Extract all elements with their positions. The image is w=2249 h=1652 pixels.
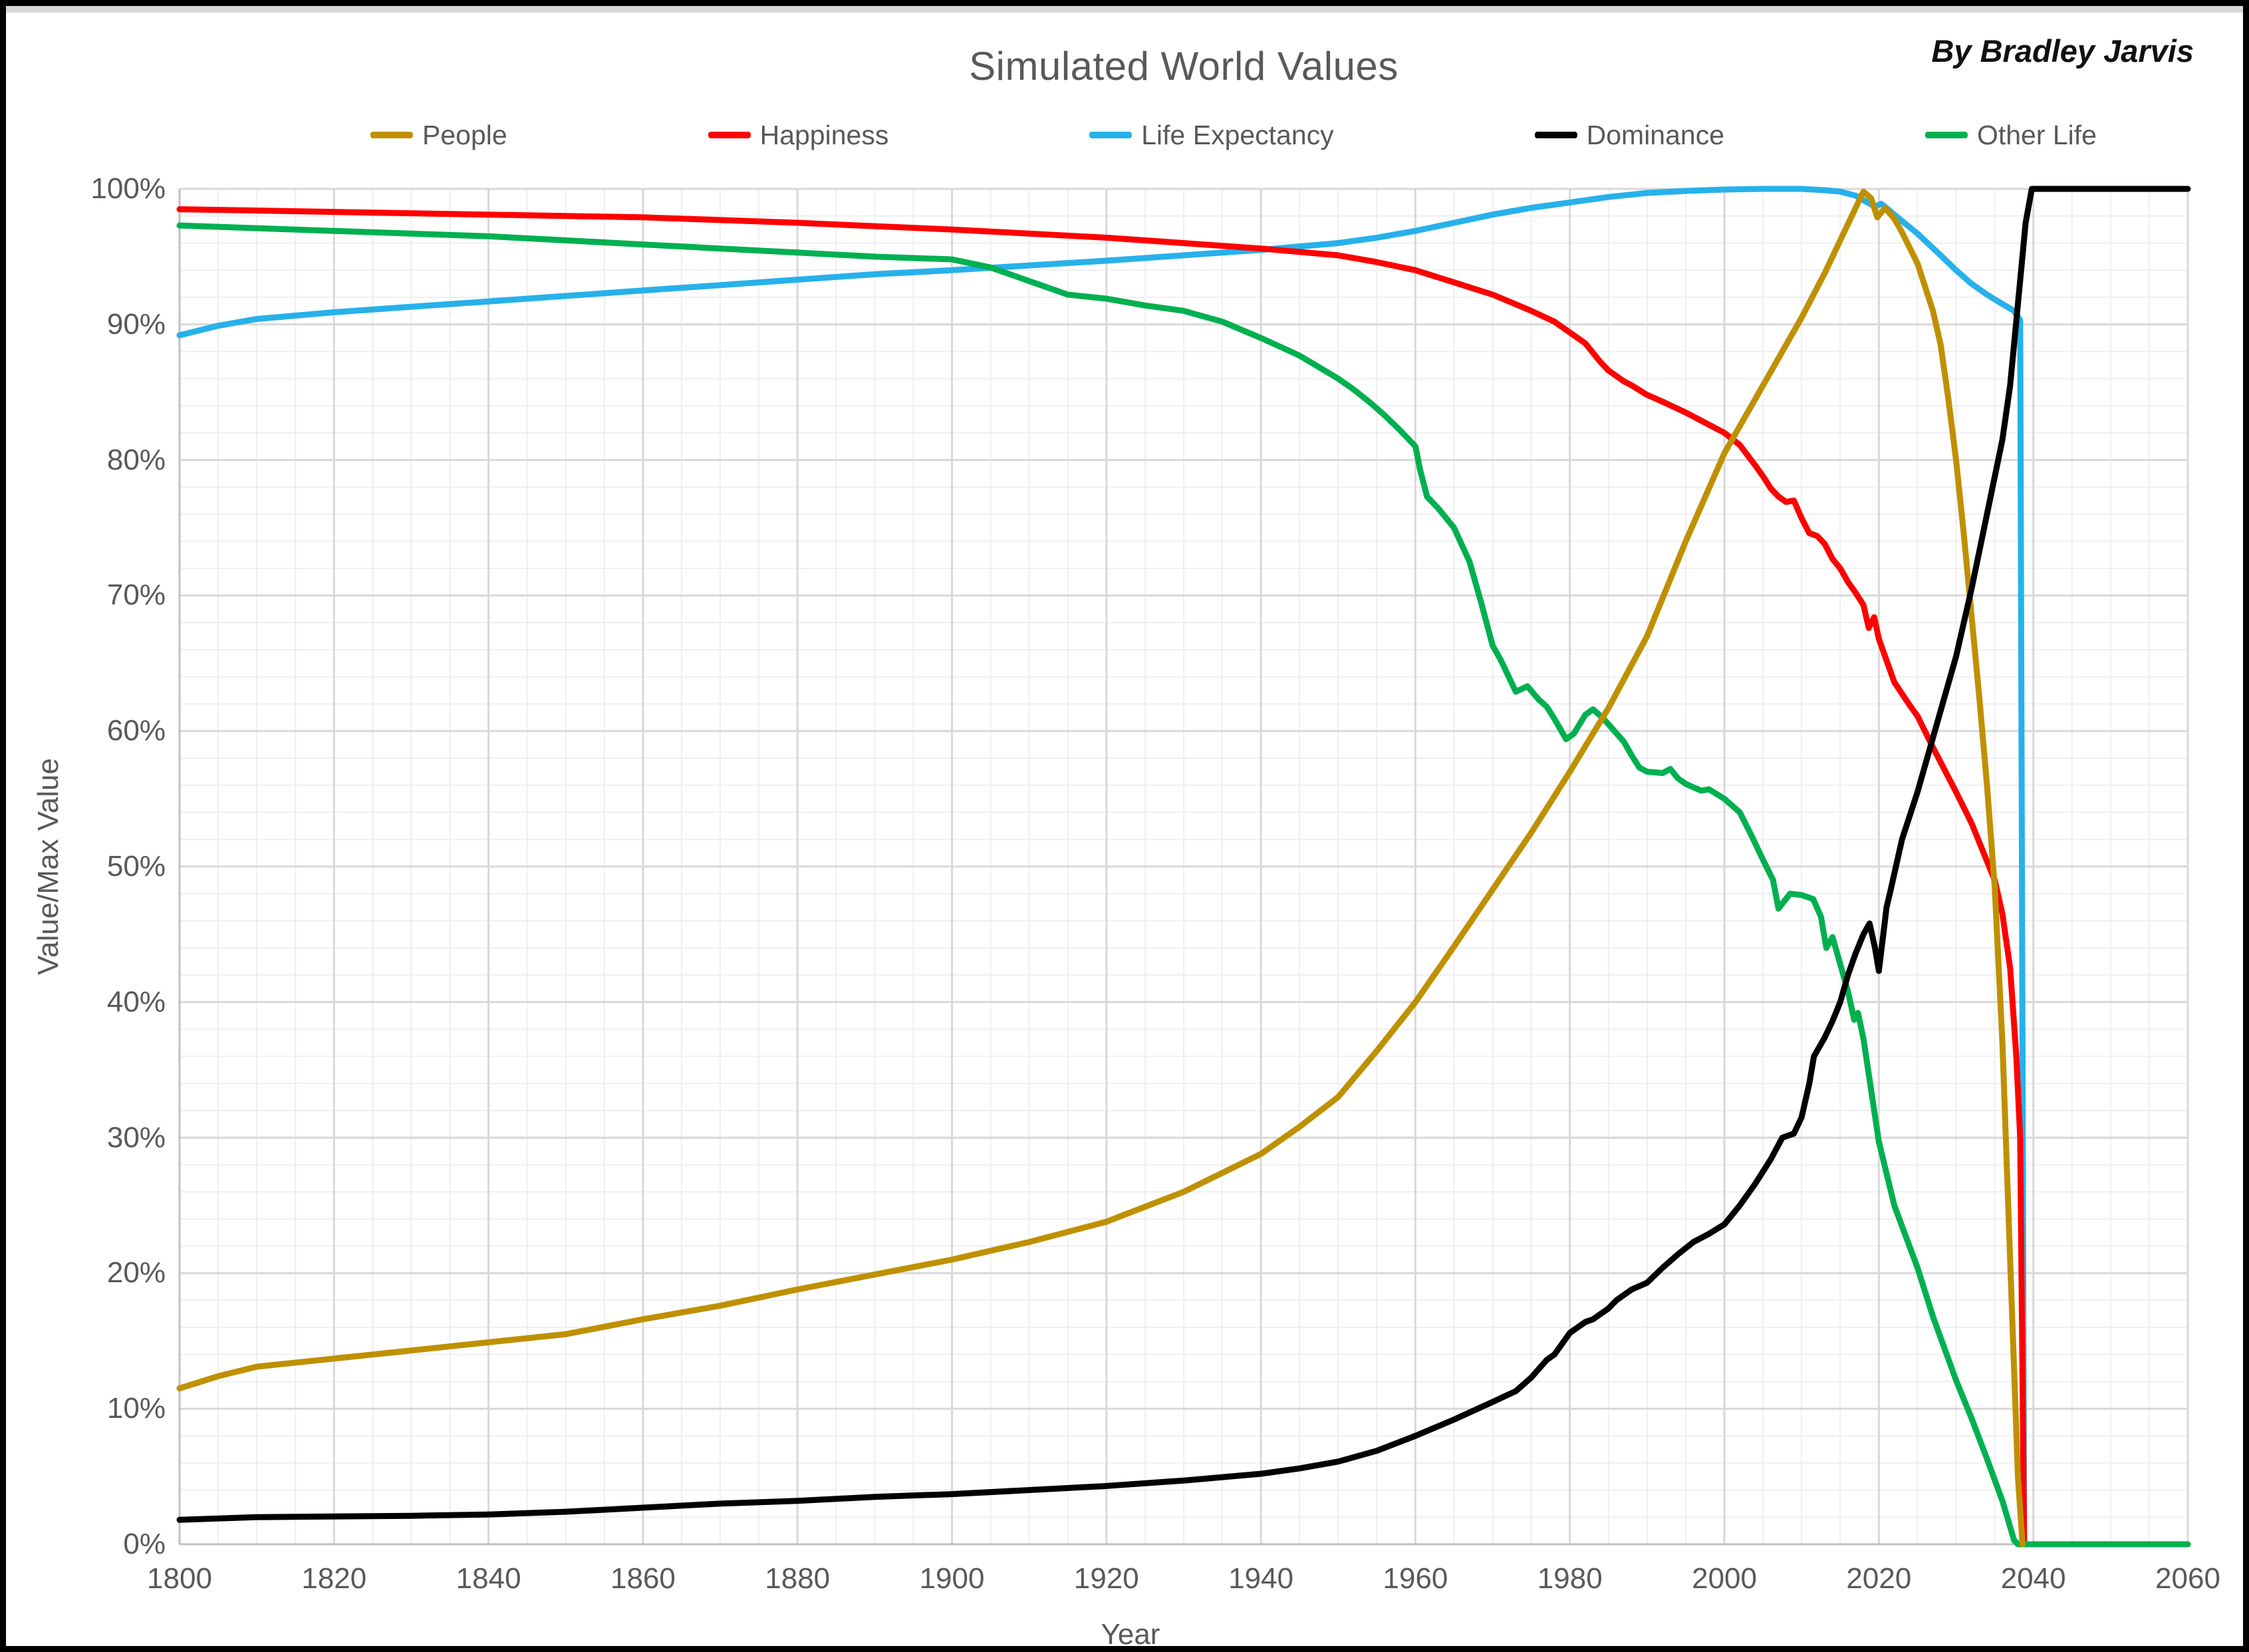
y-tick-label-50: 50% [106,850,166,883]
series-line-other_life [176,222,2191,1548]
y-tick-label-70: 70% [106,579,166,612]
legend-item-people: People [370,120,507,151]
x-axis-title: Year [1101,1618,1160,1651]
series-line-people [176,188,2026,1548]
x-tick-label-2040: 2040 [2000,1562,2066,1595]
legend-swatch-happiness [708,132,751,138]
x-tick-label-2020: 2020 [1846,1562,1912,1595]
y-tick-label-80: 80% [106,443,166,476]
x-tick-label-1840: 1840 [456,1562,521,1595]
legend-label-happiness: Happiness [759,119,889,150]
y-tick-label-20: 20% [106,1256,166,1290]
x-tick-label-1860: 1860 [610,1562,676,1595]
x-tick-label-1920: 1920 [1073,1562,1139,1595]
author-credit: By Bradley Jarvis [1931,33,2194,69]
x-tick-label-1940: 1940 [1228,1562,1294,1595]
legend-item-happiness: Happiness [708,119,889,151]
y-axis-title: Value/Max Value [32,757,65,976]
x-tick-label-1980: 1980 [1537,1562,1603,1595]
legend-swatch-dominance [1534,132,1577,138]
legend-item-other_life: Other Life [1924,119,2097,151]
y-tick-label-60: 60% [106,714,166,748]
legend-swatch-life_expectancy [1089,132,1132,138]
legend-label-other_life: Other Life [1976,119,2097,150]
legend-label-people: People [422,119,507,150]
chart-title: Simulated World Values [969,44,1398,88]
x-tick-label-2000: 2000 [1692,1562,1757,1595]
chart-legend: People Happiness Life Expectancy Dominance O… [370,114,2097,156]
y-tick-label-0: 0% [123,1528,166,1560]
x-tick-label-1800: 1800 [147,1562,212,1595]
series-line-dominance [176,186,2191,1523]
y-tick-label-100: 100% [90,172,166,205]
window-top-strip [6,6,2243,13]
series-line-life_expectancy [176,186,2028,1548]
y-tick-label-10: 10% [106,1392,166,1425]
legend-swatch-people [370,132,413,138]
chart-plot-svg [176,186,2191,1548]
legend-item-dominance: Dominance [1534,119,1725,151]
legend-swatch-other_life [1924,132,1968,138]
x-tick-label-1960: 1960 [1383,1562,1448,1595]
y-tick-label-40: 40% [106,985,166,1018]
series-line-happiness [176,206,2028,1548]
x-tick-label-2060: 2060 [2155,1562,2220,1595]
x-tick-label-1880: 1880 [765,1562,831,1595]
x-tick-label-1820: 1820 [301,1562,367,1595]
legend-label-life_expectancy: Life Expectancy [1141,119,1334,150]
plot-area [176,186,2191,1548]
y-tick-label-90: 90% [106,307,166,341]
legend-item-life_expectancy: Life Expectancy [1089,119,1334,151]
x-tick-label-1900: 1900 [919,1562,985,1595]
y-tick-label-30: 30% [106,1121,166,1154]
legend-label-dominance: Dominance [1586,119,1725,150]
